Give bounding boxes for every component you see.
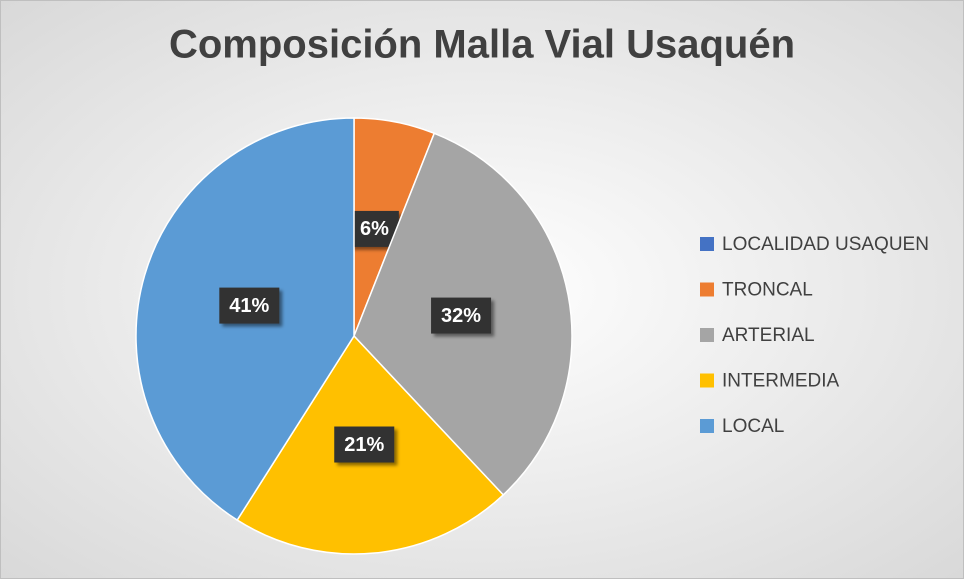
- data-label: 41%: [219, 287, 280, 324]
- legend-label: LOCAL: [722, 416, 784, 437]
- data-label-box: [334, 426, 395, 463]
- legend-swatch: [700, 373, 714, 388]
- data-label-text: 21%: [344, 434, 384, 456]
- legend-swatch: [700, 282, 714, 297]
- legend-label: TRONCAL: [722, 280, 813, 301]
- data-label-box: [219, 287, 280, 324]
- chart-title: Composición Malla Vial Usaquén: [169, 23, 795, 67]
- legend-swatch: [700, 419, 714, 433]
- data-label: 6%: [349, 210, 399, 247]
- legend-swatch: [700, 237, 714, 251]
- data-label-box: [349, 210, 399, 247]
- legend-swatch: [700, 328, 714, 342]
- legend-label: LOCALIDAD USAQUEN: [722, 234, 929, 255]
- data-label: 21%: [334, 426, 395, 463]
- data-label-text: 6%: [360, 218, 389, 240]
- data-label: 32%: [431, 297, 492, 334]
- data-label-text: 32%: [441, 305, 481, 327]
- legend-label: ARTERIAL: [722, 325, 815, 346]
- data-label-text: 41%: [229, 295, 269, 317]
- legend-label: INTERMEDIA: [722, 371, 840, 392]
- data-label-box: [431, 297, 492, 334]
